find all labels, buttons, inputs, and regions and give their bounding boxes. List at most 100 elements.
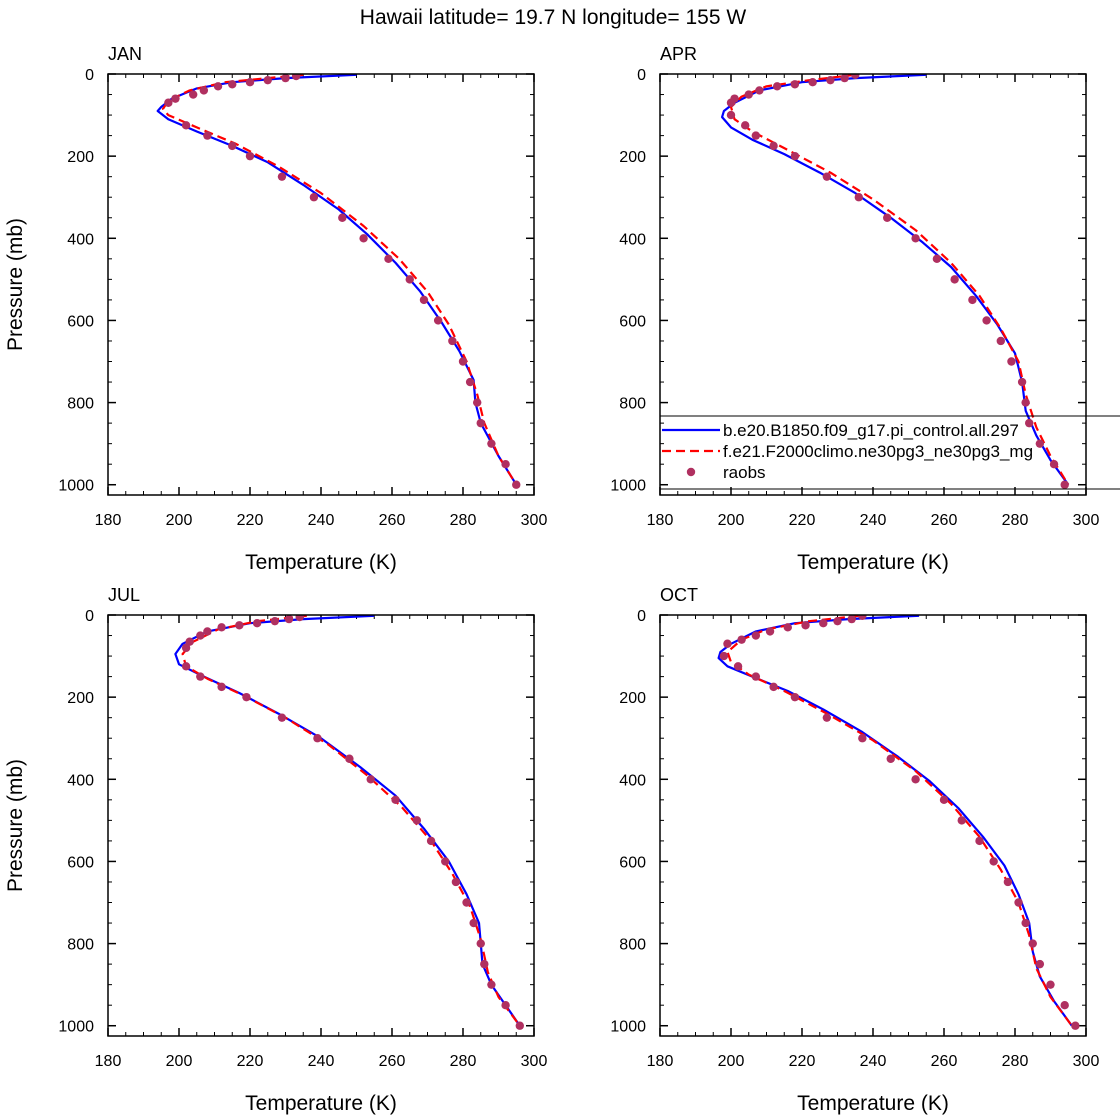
y-tick-label: 400 xyxy=(67,231,94,248)
panel-jan: 180 200 220 240 260 280 300 0 200 400 600 800 1000 JA… xyxy=(4,44,547,574)
y-tick-label: 400 xyxy=(619,772,646,789)
y-tick-label: 400 xyxy=(67,772,94,789)
y-tick-label: 400 xyxy=(619,231,646,248)
raobs-point xyxy=(755,86,764,95)
x-tick-label: 180 xyxy=(647,512,674,529)
x-tick-label: 200 xyxy=(718,512,745,529)
y-axis-label: Pressure (mb) xyxy=(4,759,27,892)
raobs-point xyxy=(181,643,191,653)
raobs-point xyxy=(181,662,191,671)
major-ticks xyxy=(107,614,535,1036)
x-tick-label: 260 xyxy=(931,512,958,529)
raobs-point xyxy=(822,172,832,181)
raobs-point xyxy=(284,615,294,624)
raobs-point xyxy=(501,1000,510,1010)
series-raobs xyxy=(726,74,1069,489)
raobs-point xyxy=(819,619,828,628)
raobs-point xyxy=(858,615,867,621)
raobs-point xyxy=(911,775,920,784)
raobs-point xyxy=(426,836,436,846)
x-axis-label: Temperature (K) xyxy=(245,551,397,574)
x-tick-label: 240 xyxy=(308,1053,335,1070)
raobs-point xyxy=(515,1021,524,1030)
plot-area xyxy=(174,615,524,1030)
raobs-point xyxy=(405,275,414,284)
figure-title: Hawaii latitude= 19.7 N longitude= 155 W xyxy=(360,6,747,29)
minor-ticks xyxy=(108,74,534,495)
raobs-point xyxy=(476,939,485,948)
panel-title: APR xyxy=(660,44,697,64)
raobs-point xyxy=(1071,1021,1080,1030)
x-tick-label: 220 xyxy=(789,1053,816,1070)
raobs-point xyxy=(751,131,761,140)
y-tick-label: 1000 xyxy=(58,1019,94,1036)
raobs-point xyxy=(487,439,496,448)
raobs-point xyxy=(769,141,778,151)
panel-title: JUL xyxy=(108,585,140,605)
plot-area xyxy=(156,74,521,489)
raobs-point xyxy=(1028,939,1037,948)
raobs-point xyxy=(412,816,422,825)
y-tick-label: 600 xyxy=(619,313,646,330)
raobs-point xyxy=(199,86,209,95)
raobs-point xyxy=(476,418,485,428)
series-f-e21-f2000climo-ne30pg3-ne30pg3-mg-line xyxy=(726,615,1073,1027)
raobs-point xyxy=(723,639,732,648)
raobs-point xyxy=(213,82,223,91)
y-tick-label: 200 xyxy=(619,690,646,707)
raobs-point xyxy=(911,234,920,243)
raobs-point xyxy=(833,616,842,626)
raobs-point xyxy=(1060,1000,1069,1010)
raobs-point xyxy=(217,623,226,632)
raobs-point xyxy=(996,336,1005,346)
raobs-point xyxy=(737,635,746,644)
raobs-point xyxy=(228,80,237,89)
raobs-point xyxy=(968,295,977,305)
x-tick-label: 300 xyxy=(1073,1053,1100,1070)
raobs-point xyxy=(281,74,290,83)
legend-entry-f-e21-f2000climo-ne30pg3-ne30pg3-mg: f.e21.F2000climo.ne30pg3_ne30pg3_mg xyxy=(662,442,1033,461)
raobs-point xyxy=(291,74,301,81)
x-tick-label: 220 xyxy=(237,512,264,529)
raobs-point xyxy=(465,377,475,387)
panel-apr: 180 200 220 240 260 280 300 0 200 400 600 800 1000 AP… xyxy=(610,44,1099,574)
raobs-point xyxy=(419,295,429,305)
y-tick-label: 200 xyxy=(67,149,94,166)
x-tick-label: 200 xyxy=(718,1053,745,1070)
x-tick-label: 220 xyxy=(789,512,816,529)
raobs-point xyxy=(886,754,895,763)
x-axis-label: Temperature (K) xyxy=(797,551,949,574)
raobs-point xyxy=(203,627,212,636)
raobs-point xyxy=(801,621,810,630)
x-tick-label: 300 xyxy=(1073,512,1100,529)
raobs-point xyxy=(181,121,191,130)
x-tick-label: 300 xyxy=(521,512,548,529)
series-b-e20-b1850-f09-g17-pi-control-all-297-line xyxy=(720,74,1070,486)
legend-entry-raobs: raobs xyxy=(686,463,766,482)
y-tick-label: 0 xyxy=(637,608,646,625)
raobs-point xyxy=(263,75,272,85)
raobs-point xyxy=(196,672,205,681)
y-tick-label: 0 xyxy=(85,67,94,84)
x-tick-label: 200 xyxy=(166,512,193,529)
x-tick-label: 280 xyxy=(1002,512,1029,529)
raobs-point xyxy=(384,254,393,264)
raobs-point xyxy=(1021,918,1030,928)
raobs-point xyxy=(451,877,461,887)
legend-marker xyxy=(686,467,696,477)
legend-entry-b-e20-b1850-f09-g17-pi-control-all-297: b.e20.B1850.f09_g17.pi_control.all.297 xyxy=(662,421,1019,440)
y-tick-label: 200 xyxy=(67,690,94,707)
raobs-point xyxy=(313,734,322,743)
raobs-point xyxy=(826,75,835,85)
raobs-point xyxy=(765,627,775,636)
raobs-point xyxy=(245,151,255,161)
raobs-point xyxy=(1049,459,1059,469)
panel-title: OCT xyxy=(660,585,698,605)
series-f-e21-f2000climo-ne30pg3-ne30pg3-mg-line xyxy=(161,74,518,486)
x-tick-label: 180 xyxy=(95,512,122,529)
y-axis-label: Pressure (mb) xyxy=(4,218,27,351)
raobs-point xyxy=(751,631,761,640)
raobs-point xyxy=(822,713,832,722)
y-tick-label: 800 xyxy=(67,396,94,413)
